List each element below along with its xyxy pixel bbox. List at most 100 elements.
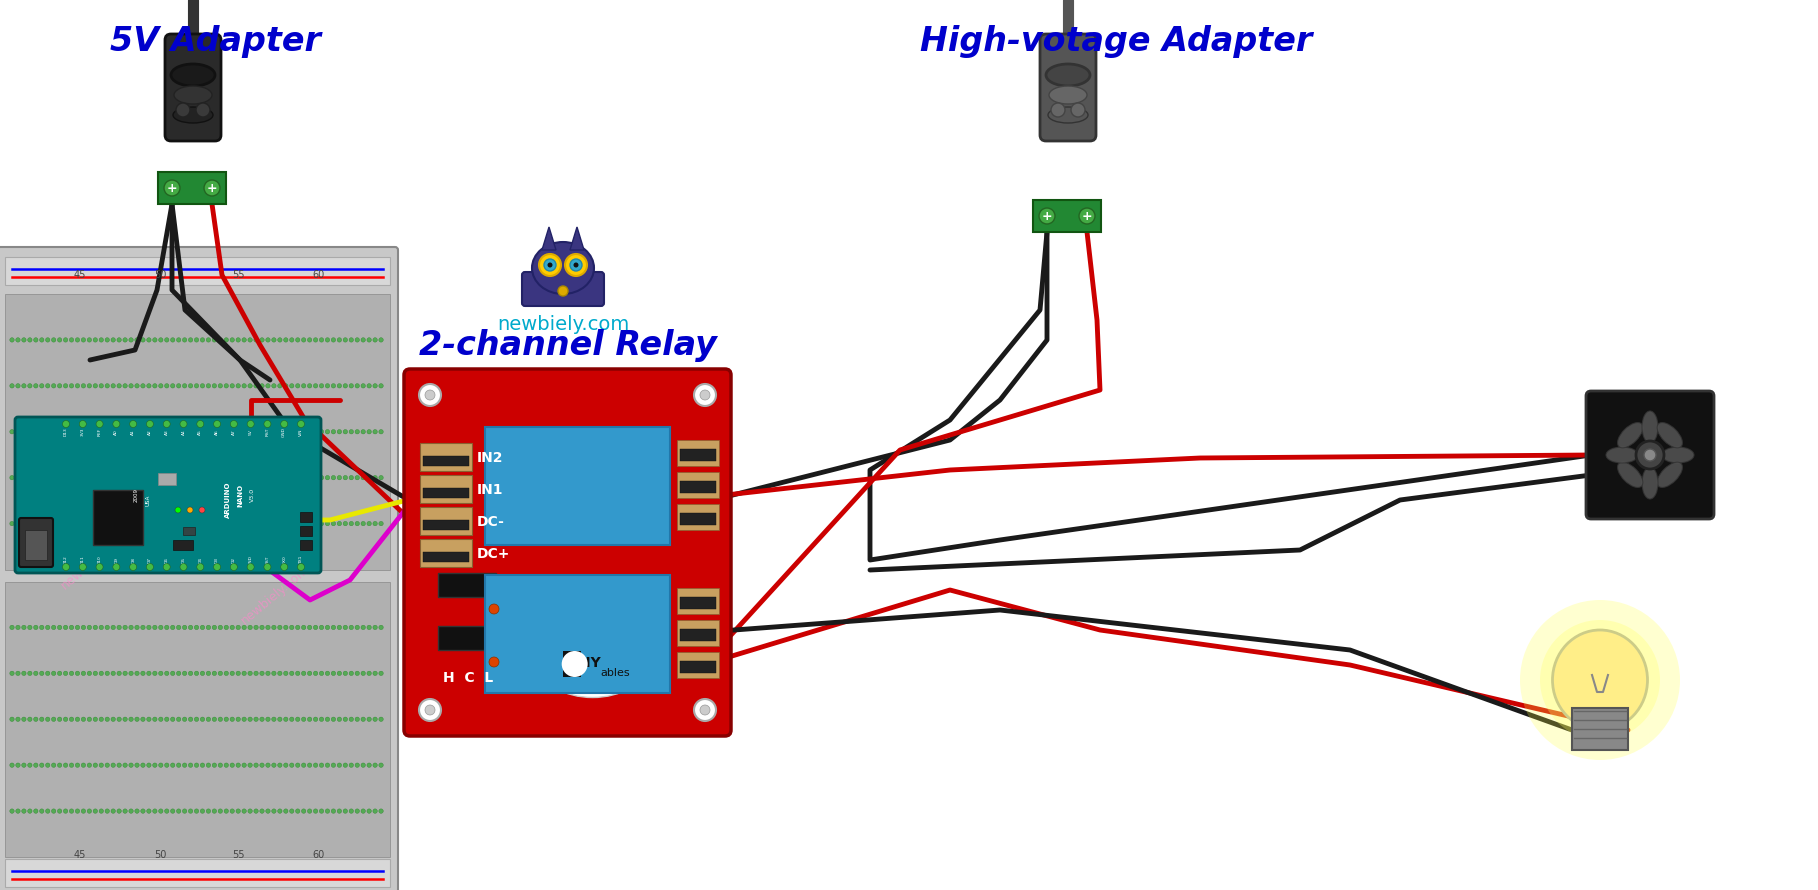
Text: D5: D5 (182, 557, 185, 563)
Circle shape (271, 763, 276, 767)
Circle shape (87, 384, 91, 388)
Circle shape (320, 522, 324, 526)
Circle shape (27, 337, 33, 342)
Circle shape (224, 337, 229, 342)
Circle shape (284, 337, 287, 342)
Circle shape (147, 563, 153, 570)
Text: NANO: NANO (236, 483, 244, 506)
Circle shape (75, 384, 80, 388)
Circle shape (242, 625, 247, 629)
Text: V3.0: V3.0 (249, 488, 255, 502)
Circle shape (231, 384, 235, 388)
Circle shape (265, 384, 271, 388)
Circle shape (247, 717, 253, 722)
Circle shape (129, 337, 133, 342)
Circle shape (16, 384, 20, 388)
Circle shape (247, 625, 253, 629)
Circle shape (16, 763, 20, 767)
FancyBboxPatch shape (522, 272, 604, 306)
Circle shape (82, 717, 85, 722)
Circle shape (236, 809, 240, 813)
Circle shape (140, 522, 145, 526)
Circle shape (325, 522, 329, 526)
Circle shape (80, 563, 85, 570)
Circle shape (278, 337, 282, 342)
Circle shape (425, 705, 435, 715)
Circle shape (175, 507, 182, 513)
Circle shape (302, 430, 305, 434)
Circle shape (242, 809, 247, 813)
Circle shape (302, 763, 305, 767)
Circle shape (135, 625, 140, 629)
Bar (5, 859, 391, 887)
Text: D11: D11 (80, 555, 85, 564)
Circle shape (260, 809, 264, 813)
Circle shape (105, 430, 109, 434)
Circle shape (325, 763, 329, 767)
Circle shape (158, 625, 164, 629)
Circle shape (1071, 103, 1085, 117)
Circle shape (140, 671, 145, 676)
Text: DIY: DIY (574, 656, 602, 670)
Circle shape (373, 337, 378, 342)
Circle shape (27, 671, 33, 676)
Circle shape (129, 563, 136, 570)
Circle shape (180, 563, 187, 570)
Circle shape (176, 384, 180, 388)
Circle shape (231, 625, 235, 629)
Circle shape (362, 625, 365, 629)
Circle shape (213, 522, 216, 526)
Circle shape (367, 522, 371, 526)
Circle shape (100, 475, 104, 480)
Bar (1573, 708, 1627, 750)
Circle shape (58, 671, 62, 676)
Circle shape (373, 809, 378, 813)
Circle shape (111, 763, 115, 767)
Ellipse shape (1618, 462, 1643, 488)
Ellipse shape (1047, 107, 1087, 123)
Circle shape (378, 430, 384, 434)
Circle shape (425, 390, 435, 400)
Circle shape (82, 430, 85, 434)
Circle shape (247, 430, 253, 434)
Circle shape (271, 384, 276, 388)
Circle shape (265, 717, 271, 722)
Ellipse shape (1658, 462, 1682, 488)
Circle shape (373, 671, 378, 676)
Circle shape (51, 475, 56, 480)
Circle shape (373, 522, 378, 526)
Circle shape (27, 625, 33, 629)
Circle shape (378, 671, 384, 676)
Circle shape (93, 671, 98, 676)
Circle shape (140, 763, 145, 767)
Circle shape (349, 384, 353, 388)
Text: D12: D12 (64, 555, 67, 564)
Circle shape (218, 763, 222, 767)
Circle shape (33, 337, 38, 342)
Circle shape (45, 717, 49, 722)
Circle shape (307, 522, 313, 526)
Circle shape (325, 717, 329, 722)
Circle shape (213, 430, 216, 434)
Circle shape (124, 809, 127, 813)
Circle shape (355, 430, 360, 434)
Bar (5, 581, 391, 857)
Circle shape (33, 717, 38, 722)
Circle shape (271, 475, 276, 480)
Circle shape (180, 420, 187, 427)
Circle shape (278, 671, 282, 676)
Circle shape (320, 430, 324, 434)
Circle shape (242, 522, 247, 526)
Circle shape (82, 809, 85, 813)
Circle shape (200, 717, 205, 722)
Text: +: + (167, 182, 178, 195)
Circle shape (349, 625, 353, 629)
Circle shape (367, 671, 371, 676)
Text: A3: A3 (165, 429, 169, 435)
Circle shape (224, 475, 229, 480)
Circle shape (171, 522, 175, 526)
Circle shape (236, 337, 240, 342)
Circle shape (33, 671, 38, 676)
Circle shape (87, 763, 91, 767)
Circle shape (147, 384, 151, 388)
